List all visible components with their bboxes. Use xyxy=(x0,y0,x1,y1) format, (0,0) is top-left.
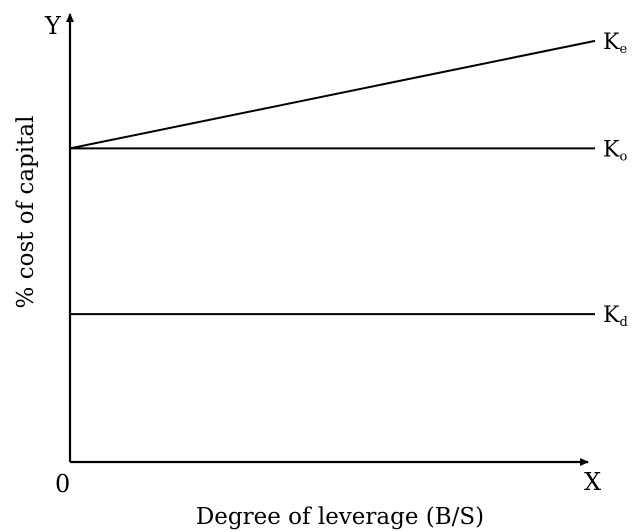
series-label-ko: Ko xyxy=(603,137,627,164)
y-axis-letter: Y xyxy=(44,12,62,40)
series-label-ke: Ke xyxy=(603,30,627,57)
x-axis-letter: X xyxy=(584,468,601,496)
series-label-kd: Kd xyxy=(603,303,628,330)
origin-label: 0 xyxy=(55,470,70,498)
x-axis-title: Degree of leverage (B/S) xyxy=(196,504,484,530)
series-line-ke xyxy=(69,39,596,150)
y-axis-title: % cost of capital xyxy=(13,116,39,309)
series-layer: Ke Ko Kd xyxy=(69,30,628,330)
